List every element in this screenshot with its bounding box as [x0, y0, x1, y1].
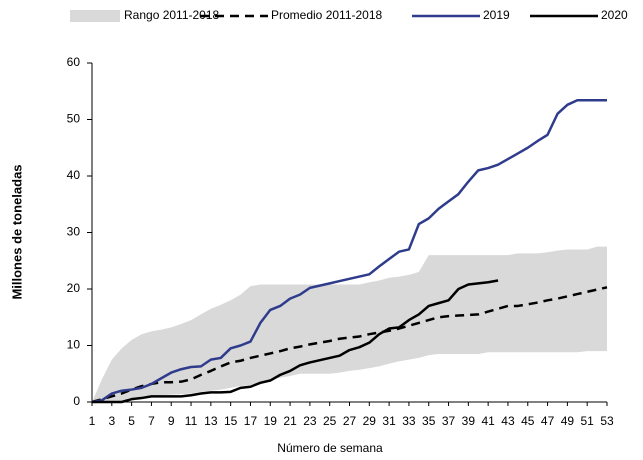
y-tick-label: 10	[67, 338, 81, 352]
x-tick-label: 25	[323, 414, 337, 428]
x-tick-label: 33	[402, 414, 416, 428]
x-tick-label: 15	[224, 414, 238, 428]
x-tick-label: 11	[185, 414, 198, 428]
y-tick-label: 20	[67, 281, 81, 295]
y-tick-label: 30	[67, 225, 81, 239]
legend-label: 2019	[483, 8, 510, 22]
x-tick-label: 51	[581, 414, 595, 428]
y-tick-label: 0	[73, 394, 80, 408]
y-tick-label: 50	[67, 112, 81, 126]
y-tick-label: 40	[67, 168, 81, 182]
x-tick-label: 37	[442, 414, 456, 428]
y-tick-label: 60	[67, 55, 81, 69]
x-tick-label: 45	[521, 414, 535, 428]
y-axis-title: Millones de toneladas	[9, 164, 24, 299]
x-tick-label: 3	[108, 414, 115, 428]
x-tick-label: 35	[422, 414, 436, 428]
x-tick-label: 21	[283, 414, 297, 428]
x-tick-label: 9	[168, 414, 175, 428]
x-tick-label: 29	[363, 414, 377, 428]
x-tick-label: 23	[303, 414, 317, 428]
x-tick-label: 47	[541, 414, 555, 428]
x-tick-label: 17	[244, 414, 258, 428]
x-axis-title: Número de semana	[277, 441, 383, 455]
x-tick-label: 1	[89, 414, 96, 428]
x-tick-label: 31	[382, 414, 396, 428]
legend-label: 2020	[601, 8, 628, 22]
x-tick-label: 41	[481, 414, 495, 428]
range-band	[92, 246, 607, 402]
x-tick-label: 43	[501, 414, 515, 428]
x-tick-label: 27	[343, 414, 357, 428]
x-tick-label: 13	[204, 414, 218, 428]
x-tick-label: 7	[148, 414, 155, 428]
series-line	[92, 279, 499, 404]
series-line	[91, 286, 608, 404]
series-line	[91, 99, 607, 404]
legend-swatch	[70, 10, 120, 22]
legend-label: Rango 2011-2018	[124, 8, 220, 22]
x-tick-label: 5	[128, 414, 135, 428]
x-tick-label: 19	[264, 414, 278, 428]
x-tick-label: 53	[600, 414, 614, 428]
x-tick-label: 49	[561, 414, 575, 428]
legend-label: Promedio 2011-2018	[271, 8, 383, 22]
x-tick-label: 39	[462, 414, 476, 428]
